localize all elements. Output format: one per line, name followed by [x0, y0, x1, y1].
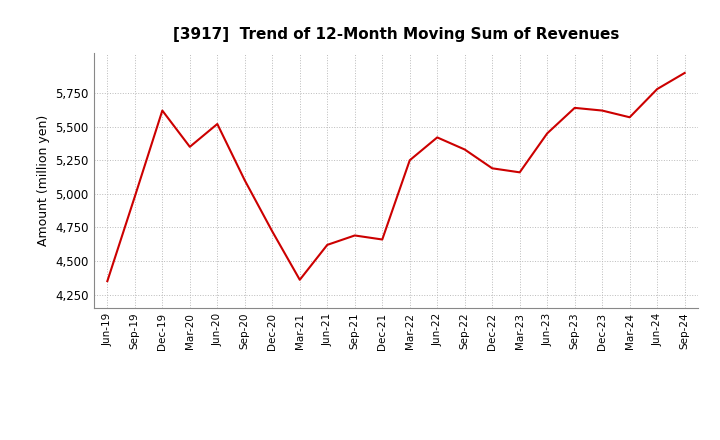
Y-axis label: Amount (million yen): Amount (million yen)	[37, 115, 50, 246]
Title: [3917]  Trend of 12-Month Moving Sum of Revenues: [3917] Trend of 12-Month Moving Sum of R…	[173, 27, 619, 42]
